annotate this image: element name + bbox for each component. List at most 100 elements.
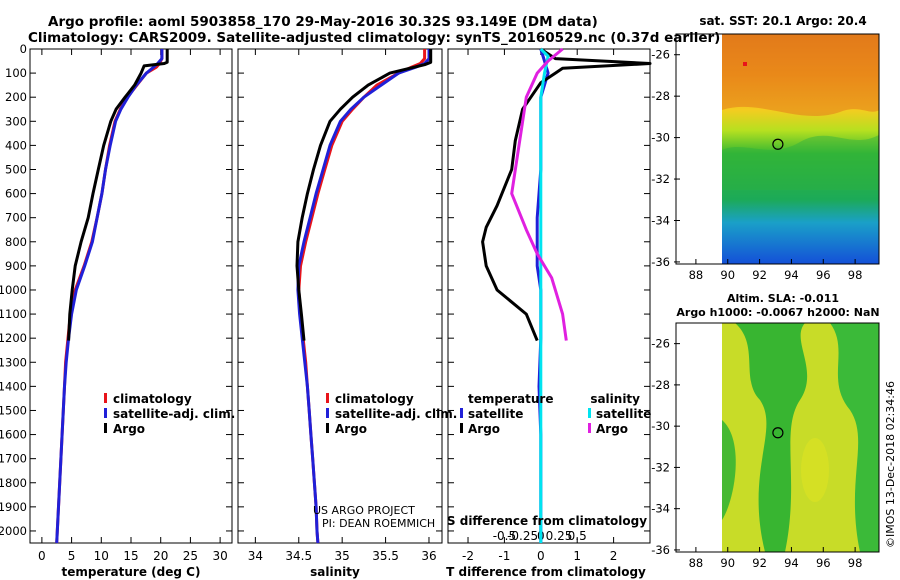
sst-map-title: sat. SST: 20.1 Argo: 20.4 (699, 14, 866, 28)
depth-tick-label: 1800 (0, 476, 27, 490)
map-lat-label: -28 (651, 89, 670, 103)
x-tick-label: 36 (421, 549, 436, 563)
depth-axis: 0 100 200 300 400 500 600 700 800 900 1000 1100 1200… (0, 42, 650, 538)
s-diff-tick-label: 0.25 (546, 529, 573, 543)
sst-green-patch (722, 135, 879, 190)
map-lon-label: 96 (816, 268, 831, 282)
sla-map-title-line2: Argo h1000: -0.0067 h2000: NaN (676, 306, 879, 319)
legend-satellite-adj: satellite-adj. clim. (113, 407, 235, 421)
legend-swatch-t-satellite (460, 408, 463, 418)
x-tick-label: 0 (38, 549, 46, 563)
sla-blob-1 (735, 323, 808, 552)
sla-float-marker (772, 427, 784, 439)
depth-tick-label: 1900 (0, 500, 27, 514)
depth-tick-label: 2000 (0, 524, 27, 538)
figure-title-line1: Argo profile: aoml 5903858_170 29-May-20… (48, 14, 598, 30)
map-lon-label: 92 (752, 268, 767, 282)
difference-panel-frame (447, 48, 651, 544)
s-diff-tick-label: 0.5 (568, 529, 587, 543)
series-argo (67, 49, 169, 341)
depth-tick-label: 900 (5, 259, 27, 273)
sla-blob-3 (722, 420, 736, 520)
credit-pi: PI: DEAN ROEMMICH (322, 517, 435, 530)
series-salinity-satellite (539, 47, 550, 543)
legend-swatch-s-argo (588, 423, 591, 433)
map-lon-label: 88 (689, 268, 704, 282)
series-climatology (297, 49, 427, 544)
map-lon-label: 96 (816, 556, 831, 570)
depth-tick-label: 1200 (0, 331, 27, 345)
map-lon-label: 92 (752, 556, 767, 570)
depth-tick-label: 1400 (0, 379, 27, 393)
sla-blob-4 (801, 438, 829, 502)
x-axes: 0 5 10 15 20 25 30 34 34.5 35 35.5 36 -2 -1 0 1 2 -0.5-0.… (38, 49, 617, 563)
map-lat-label: -34 (651, 213, 670, 227)
sst-map-frame (675, 33, 880, 265)
depth-tick-label: 500 (5, 162, 27, 176)
legend-swatch-satellite-adj (326, 408, 329, 418)
legend-climatology: climatology (335, 392, 414, 406)
depth-tick-label: 1000 (0, 283, 27, 297)
sla-map: Altim. SLA: -0.011 Argo h1000: -0.0067 h… (651, 292, 879, 570)
s-diff-tick-label: -0.5 (493, 529, 516, 543)
depth-tick-label: 600 (5, 187, 27, 201)
depth-tick-label: 1600 (0, 428, 27, 442)
s-difference-axis-label: S difference from climatology (447, 514, 647, 528)
temperature-axis-label: temperature (deg C) (62, 565, 201, 579)
x-tick-label: 35 (335, 549, 350, 563)
t-diff-tick-label: 2 (610, 549, 618, 563)
legend-swatch-climatology (326, 393, 329, 403)
depth-tick-label: 1700 (0, 452, 27, 466)
t-diff-tick-label: 1 (573, 549, 581, 563)
legend-swatch-t-argo (460, 423, 463, 433)
sst-warm-patch (722, 34, 879, 117)
salinity-axis-label: salinity (310, 565, 360, 579)
legend-swatch-satellite-adj (104, 408, 107, 418)
series-salinity-argo (510, 47, 568, 341)
map-lon-label: 98 (848, 556, 863, 570)
profile-curves (55, 47, 652, 544)
legend-argo: Argo (335, 422, 367, 436)
map-lat-label: -34 (651, 502, 670, 516)
sst-float-marker (772, 138, 784, 150)
legend-temperature-title: temperature (468, 392, 553, 406)
x-tick-label: 20 (153, 549, 168, 563)
depth-tick-label: 1300 (0, 355, 27, 369)
legend-satellite-adj: satellite-adj. clim. (335, 407, 457, 421)
t-difference-axis-label: T difference from climatology (446, 565, 646, 579)
t-diff-tick-label: 0 (537, 549, 545, 563)
map-lon-label: 94 (784, 556, 799, 570)
imos-stamp: ©IMOS 13-Dec-2018 02:34:46 (884, 381, 897, 548)
salinity-panel-frame (237, 48, 443, 544)
map-lon-label: 98 (848, 268, 863, 282)
map-lat-label: -26 (651, 337, 670, 351)
depth-tick-label: 0 (20, 42, 27, 56)
depth-tick-label: 200 (5, 90, 27, 104)
depth-tick-label: 700 (5, 211, 27, 225)
t-diff-tick-label: -1 (498, 549, 510, 563)
legend-swatch-argo (326, 423, 329, 433)
map-lon-label: 90 (720, 556, 735, 570)
legend-swatch-climatology (104, 393, 107, 403)
legend-s-satellite: satellite (596, 407, 651, 421)
sla-map-axes: 88 90 92 94 96 98 -26 -28 -30 -32 -34 -36 (651, 337, 862, 570)
series-satellite-adj-clim- (296, 49, 431, 544)
x-tick-label: 10 (94, 549, 109, 563)
depth-tick-label: 300 (5, 114, 27, 128)
map-lat-label: -30 (651, 131, 670, 145)
legend-salinity-title: salinity (590, 392, 640, 406)
temperature-legend: climatology satellite-adj. clim. Argo (104, 392, 235, 436)
legend-argo: Argo (113, 422, 145, 436)
x-tick-label: 34 (248, 549, 263, 563)
series-temperature-argo (481, 47, 652, 342)
depth-tick-label: 400 (5, 138, 27, 152)
map-lat-label: -32 (651, 172, 670, 186)
x-tick-label: 35.5 (372, 549, 399, 563)
t-diff-tick-label: -2 (462, 549, 474, 563)
sst-hot-pixel (743, 62, 747, 66)
difference-legend: temperature satellite Argo salinity sate… (460, 392, 651, 436)
figure-title-line2: Climatology: CARS2009. Satellite-adjuste… (28, 30, 720, 46)
sla-blob-2 (830, 323, 879, 552)
map-lat-label: -28 (651, 378, 670, 392)
